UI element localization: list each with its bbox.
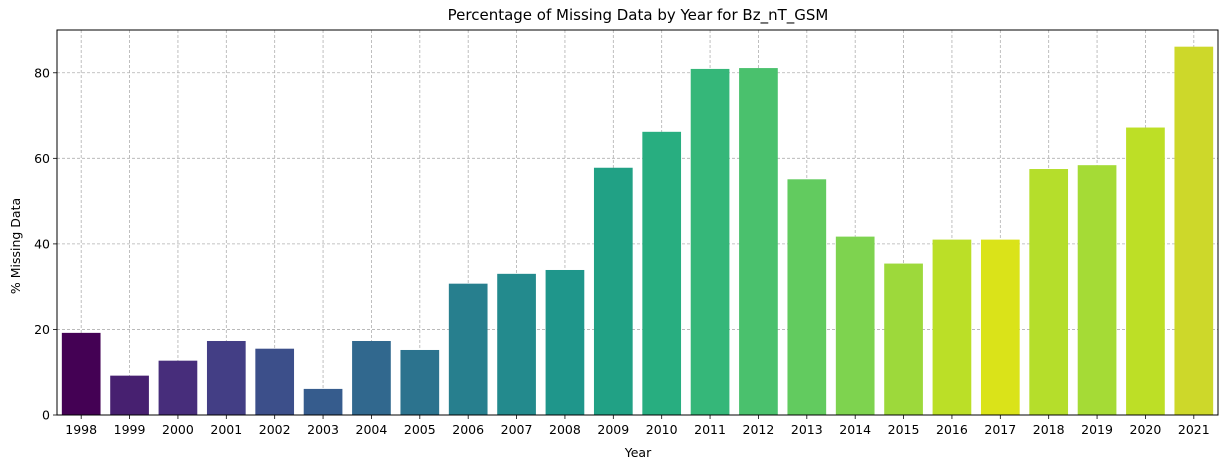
x-axis-title: Year — [624, 445, 652, 460]
bar-2020 — [1126, 127, 1165, 416]
x-tick-label: 2018 — [1033, 422, 1065, 437]
x-tick-label: 2012 — [743, 422, 775, 437]
bar-2008 — [545, 269, 585, 415]
bar-2019 — [1077, 165, 1117, 415]
bar-2010 — [642, 131, 682, 416]
bar-2018 — [1029, 169, 1069, 415]
x-tick-label: 2015 — [888, 422, 920, 437]
chart-title: Percentage of Missing Data by Year for B… — [448, 6, 829, 25]
x-tick-label: 2011 — [694, 422, 726, 437]
x-tick-label: 2004 — [356, 422, 388, 437]
x-tick-label: 2009 — [597, 422, 629, 437]
y-tick-label: 0 — [42, 408, 50, 423]
bar-2007 — [497, 273, 536, 415]
bar-2015 — [884, 263, 923, 415]
y-tick-label: 20 — [34, 322, 50, 337]
plot-frame — [56, 29, 1219, 416]
bars-layer — [61, 46, 1214, 416]
bar-2001 — [206, 340, 246, 415]
x-tick-label: 2014 — [839, 422, 871, 437]
y-tick-label: 60 — [34, 151, 50, 166]
bar-2014 — [835, 236, 875, 415]
bar-1998 — [61, 332, 101, 415]
x-tick-label: 2017 — [984, 422, 1016, 437]
x-tick-label: 2013 — [791, 422, 823, 437]
bar-2004 — [352, 340, 391, 415]
x-tick-label: 1998 — [65, 422, 97, 437]
bar-2021 — [1174, 46, 1214, 415]
x-tick-label: 2005 — [404, 422, 436, 437]
bar-2016 — [932, 239, 972, 415]
x-tick-label: 2002 — [259, 422, 291, 437]
x-tick-label: 2006 — [452, 422, 484, 437]
x-tick-label: 2016 — [936, 422, 968, 437]
x-tick-label: 2007 — [501, 422, 533, 437]
y-tick-label: 80 — [34, 65, 50, 80]
bar-2009 — [593, 167, 633, 415]
x-tick-label: 2001 — [210, 422, 242, 437]
bar-2002 — [255, 348, 295, 415]
x-tick-label: 1999 — [114, 422, 146, 437]
bar-2011 — [690, 68, 730, 415]
y-tick-label: 40 — [34, 236, 50, 251]
bar-1999 — [110, 375, 149, 415]
x-tick-label: 2008 — [549, 422, 581, 437]
bar-2017 — [980, 239, 1020, 415]
x-tick-label: 2020 — [1130, 422, 1162, 437]
bar-2006 — [448, 283, 488, 415]
y-axis-title: % Missing Data — [8, 198, 23, 294]
bar-2003 — [303, 388, 343, 415]
x-tick-label: 2000 — [162, 422, 194, 437]
x-tick-label: 2019 — [1081, 422, 1113, 437]
bar-2005 — [400, 349, 440, 415]
x-tick-label: 2010 — [646, 422, 678, 437]
bar-2012 — [739, 68, 778, 416]
x-tick-label: 2003 — [307, 422, 339, 437]
bar-2000 — [158, 360, 198, 415]
ticks-layer: 0 20 40 60 80 1998 1999 2000 2001 2002 2003 2004 200… — [34, 65, 1210, 437]
bar-2013 — [787, 179, 827, 415]
x-tick-label: 2021 — [1178, 422, 1210, 437]
